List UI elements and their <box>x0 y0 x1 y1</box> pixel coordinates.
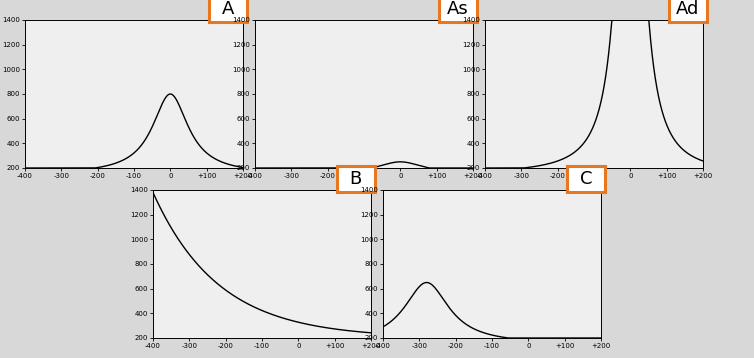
Text: B: B <box>350 170 362 188</box>
Text: A: A <box>222 0 234 18</box>
Text: Ad: Ad <box>676 0 700 18</box>
Text: As: As <box>447 0 469 18</box>
Text: C: C <box>580 170 592 188</box>
